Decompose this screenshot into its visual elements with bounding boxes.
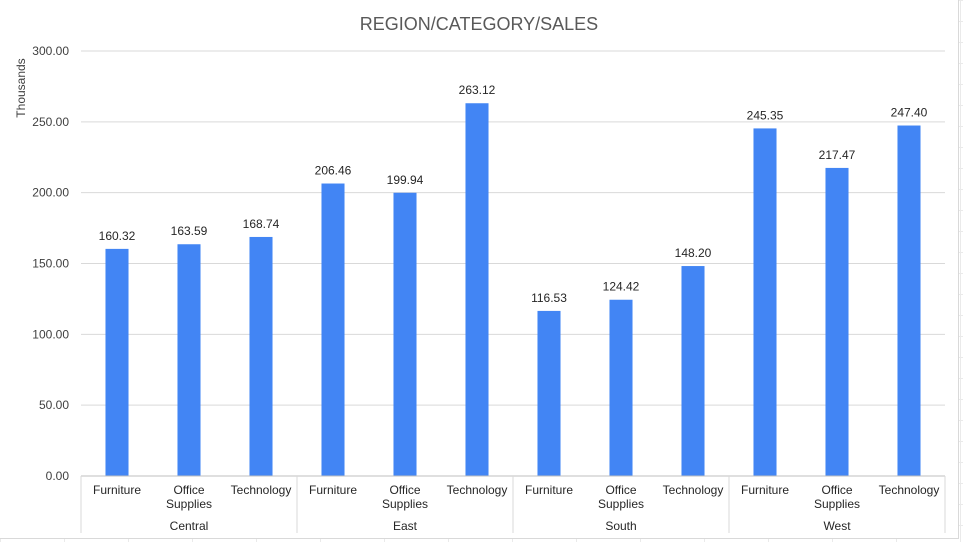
category-label: Furniture [309, 483, 357, 497]
x-axis: Central Furniture Office Supplies Technology… [80, 475, 946, 533]
y-tick-label: 50.00 [39, 398, 69, 412]
data-label: 245.35 [747, 108, 784, 122]
bar [753, 128, 777, 476]
bar [177, 244, 201, 476]
bar [105, 248, 129, 476]
bar [609, 299, 633, 476]
group-label: South [605, 519, 636, 533]
y-axis-title: Thousands [14, 58, 28, 117]
y-tick-label: 250.00 [32, 115, 69, 129]
bar [537, 310, 561, 476]
data-label: 168.74 [243, 217, 280, 231]
data-labels: 160.32 163.59 168.74 206.46 199.94 263.12 116.… [99, 83, 928, 305]
bars [105, 103, 921, 477]
data-label: 160.32 [99, 229, 136, 243]
bar [465, 103, 489, 476]
category-label: Technology [447, 483, 508, 497]
chart-title: REGION/CATEGORY/SALES [360, 14, 598, 34]
category-label: Office Supplies [598, 483, 644, 511]
y-tick-label: 150.00 [32, 257, 69, 271]
data-label: 148.20 [675, 246, 712, 260]
bar [321, 183, 345, 476]
category-label: Furniture [93, 483, 141, 497]
y-tick-label: 100.00 [32, 327, 69, 341]
bar [681, 266, 705, 476]
category-label: Furniture [741, 483, 789, 497]
data-label: 263.12 [459, 83, 496, 97]
data-label: 163.59 [171, 224, 208, 238]
category-label: Furniture [525, 483, 573, 497]
bar [393, 192, 417, 477]
group-label: Central [170, 519, 209, 533]
bar [825, 167, 849, 477]
category-label: Office Supplies [814, 483, 860, 511]
bar [249, 236, 273, 476]
data-label: 199.94 [387, 173, 424, 187]
bar [897, 125, 921, 477]
data-label: 206.46 [315, 164, 352, 178]
y-tick-label: 200.00 [32, 186, 69, 200]
data-label: 247.40 [891, 106, 928, 120]
category-label: Technology [231, 483, 292, 497]
data-label: 116.53 [531, 291, 567, 305]
group-label: West [823, 519, 851, 533]
group-label: East [393, 519, 418, 533]
category-label: Technology [663, 483, 724, 497]
y-tick-label: 0.00 [46, 469, 70, 483]
category-label: Office Supplies [166, 483, 212, 511]
y-tick-label: 300.00 [32, 44, 69, 58]
data-label: 217.47 [819, 148, 856, 162]
y-axis-ticks: 0.00 50.00 100.00 150.00 200.00 250.00 300.00 [32, 44, 69, 483]
category-label: Office Supplies [382, 483, 428, 511]
category-label: Technology [879, 483, 940, 497]
gridlines [81, 50, 945, 477]
data-label: 124.42 [603, 280, 640, 294]
